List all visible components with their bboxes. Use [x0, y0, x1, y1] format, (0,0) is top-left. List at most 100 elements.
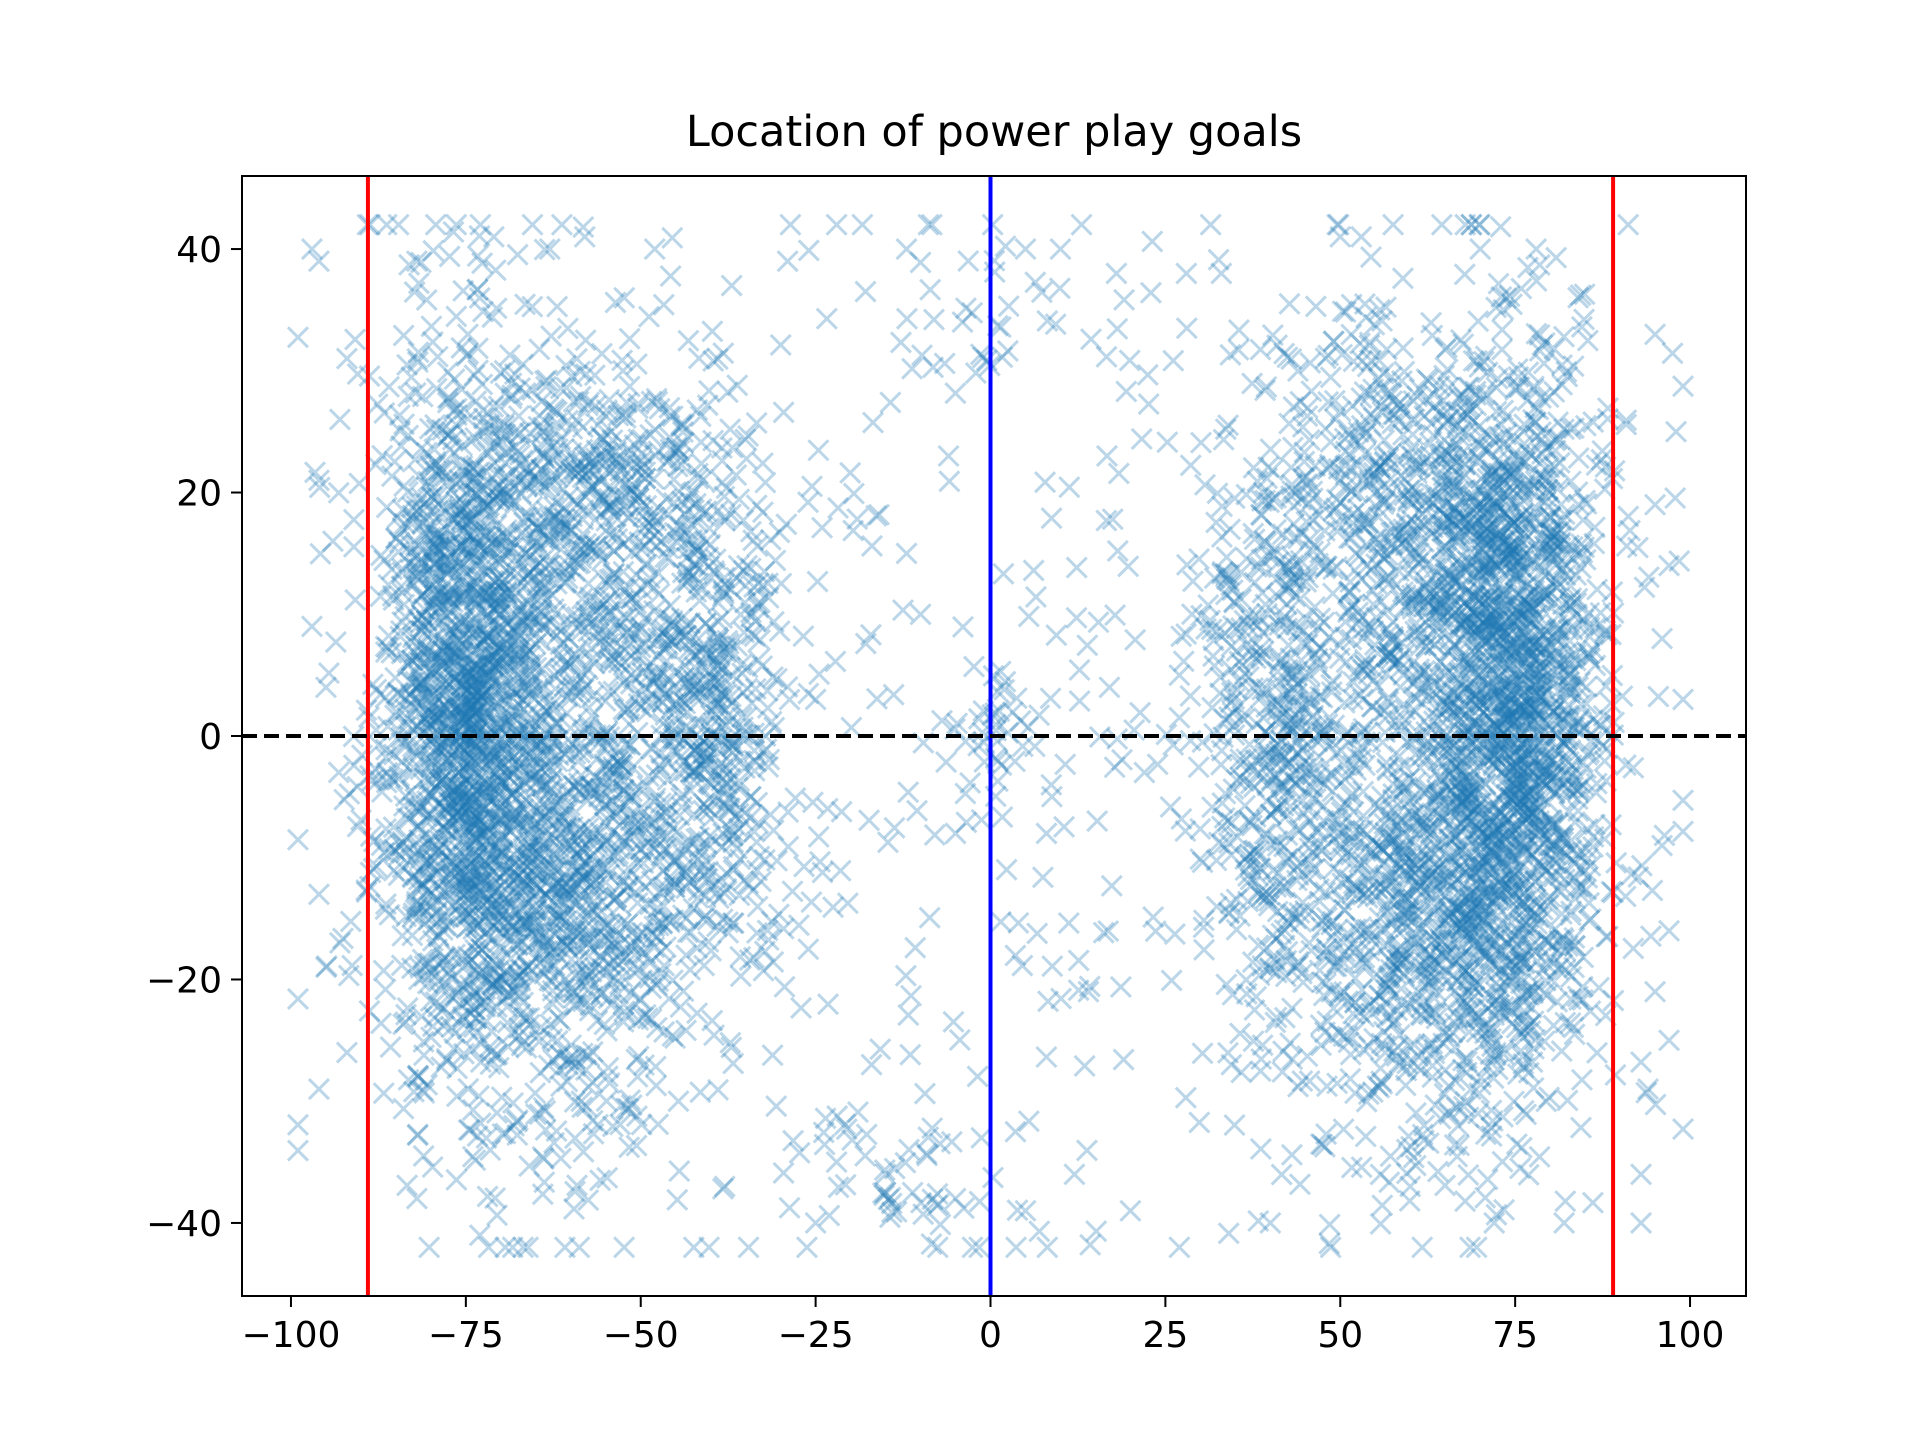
scatter-point — [467, 534, 490, 557]
scatter-point — [411, 948, 434, 971]
scatter-point — [659, 594, 682, 617]
scatter-point — [412, 1144, 435, 1167]
scatter-point — [451, 611, 474, 634]
scatter-point — [630, 428, 654, 451]
scatter-point — [476, 535, 499, 558]
scatter-point — [432, 554, 456, 577]
scatter-point — [1567, 446, 1590, 470]
scatter-point — [459, 430, 482, 453]
scatter-point — [1411, 1236, 1434, 1259]
scatter-point — [422, 532, 445, 555]
scatter-point — [366, 393, 389, 416]
scatter-point — [479, 836, 502, 859]
scatter-point — [465, 483, 488, 506]
scatter-point — [603, 539, 626, 563]
scatter-point — [499, 536, 522, 559]
scatter-point — [435, 755, 458, 778]
scatter-point — [466, 244, 489, 268]
scatter-point — [358, 213, 382, 236]
scatter-point — [558, 555, 581, 578]
scatter-point — [463, 364, 486, 387]
scatter-point — [440, 823, 464, 846]
scatter-point — [450, 459, 473, 483]
scatter-point — [486, 713, 509, 736]
scatter-point — [510, 649, 533, 672]
scatter-point — [389, 619, 413, 642]
scatter-point — [286, 326, 310, 349]
scatter-point — [397, 424, 420, 447]
scatter-point — [525, 745, 548, 768]
scatter-point — [697, 1236, 721, 1259]
scatter-point — [472, 414, 495, 438]
scatter-point — [459, 755, 482, 778]
scatter-point — [499, 781, 522, 804]
scatter-point — [396, 1174, 419, 1197]
scatter-point — [447, 861, 470, 884]
scatter-point — [434, 533, 457, 556]
scatter-point — [1569, 1116, 1593, 1139]
scatter-point — [449, 535, 472, 558]
scatter-point — [469, 871, 492, 894]
scatter-point — [426, 860, 450, 883]
scatter-point — [406, 715, 429, 738]
scatter-point — [437, 422, 461, 445]
scatter-point — [445, 1085, 469, 1108]
scatter-point — [442, 797, 465, 820]
scatter-point — [461, 525, 484, 549]
scatter-point — [286, 828, 310, 851]
scatter-point — [630, 1113, 653, 1136]
scatter-point — [494, 382, 517, 405]
scatter-point — [448, 724, 471, 747]
scatter-point — [443, 641, 466, 664]
scatter-point — [504, 804, 527, 827]
scatter-point — [423, 849, 446, 872]
scatter-point — [425, 656, 448, 679]
scatter-point — [371, 444, 394, 467]
scatter-point — [482, 488, 505, 511]
scatter-point — [1556, 1089, 1579, 1112]
scatter-point — [747, 648, 770, 672]
scatter-point — [521, 213, 544, 236]
scatter-point — [494, 1236, 517, 1259]
scatter-point — [505, 866, 528, 889]
scatter-point — [376, 715, 399, 738]
scatter-point — [369, 585, 392, 608]
scatter-point — [701, 320, 724, 343]
scatter-point — [411, 499, 435, 522]
scatter-point — [488, 413, 511, 436]
scatter-point — [518, 561, 541, 584]
scatter-point — [425, 886, 448, 909]
scatter-point — [589, 1169, 612, 1192]
scatter-point — [459, 509, 482, 533]
scatter-point — [447, 697, 470, 720]
scatter-point — [1546, 990, 1569, 1013]
scatter-point — [453, 615, 476, 638]
scatter-point — [415, 850, 438, 873]
scatter-point — [506, 243, 529, 266]
scatter-point — [394, 1003, 418, 1026]
scatter-point — [468, 549, 491, 572]
scatter-point — [475, 781, 498, 804]
scatter-point — [722, 1052, 745, 1075]
scatter-point — [459, 749, 482, 772]
scatter-point — [465, 826, 488, 849]
scatter-point — [772, 917, 795, 940]
scatter-point — [590, 342, 613, 365]
scatter-point — [465, 1021, 488, 1044]
scatter-point — [476, 625, 499, 648]
scatter-point — [433, 997, 456, 1020]
scatter-point — [488, 921, 512, 944]
scatter-point — [425, 938, 449, 961]
scatter-point — [528, 338, 551, 361]
scatter-point — [461, 788, 484, 812]
scatter-point — [456, 737, 479, 760]
scatter-point — [459, 455, 482, 478]
scatter-point — [1340, 1156, 1363, 1179]
scatter-point — [421, 573, 444, 596]
scatter-point — [500, 812, 523, 835]
scatter-point — [528, 691, 551, 714]
scatter-point — [485, 527, 508, 550]
scatter-point — [324, 630, 347, 654]
scatter-point — [548, 614, 571, 637]
scatter-point — [473, 850, 496, 873]
